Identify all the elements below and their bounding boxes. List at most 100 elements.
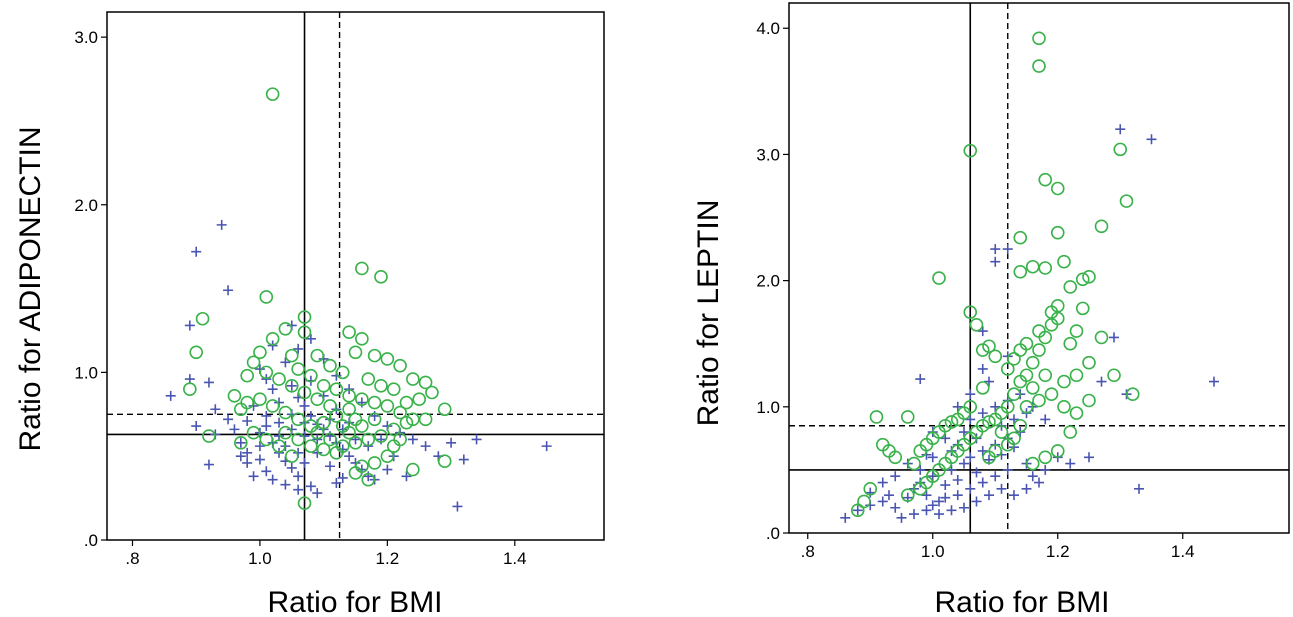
circle-point bbox=[329, 409, 344, 423]
plus-point bbox=[261, 421, 272, 432]
circle-point bbox=[1069, 406, 1084, 420]
circle-point bbox=[1057, 400, 1071, 414]
circle-point bbox=[982, 450, 996, 465]
circle-point bbox=[348, 466, 363, 480]
plus-point bbox=[946, 464, 957, 475]
circle-point bbox=[1032, 59, 1046, 73]
circle-point bbox=[975, 343, 990, 357]
circle-point bbox=[913, 482, 928, 496]
plus-point bbox=[305, 481, 316, 492]
circle-point bbox=[1050, 444, 1065, 458]
circle-point bbox=[342, 425, 356, 440]
y-axis-ticks: .0 1.0 2.0 3.0 bbox=[74, 28, 107, 550]
plus-point bbox=[990, 244, 1001, 255]
circle-point bbox=[323, 358, 337, 373]
circle-point bbox=[355, 332, 369, 346]
plus-point bbox=[965, 414, 976, 425]
y-tick-label: .0 bbox=[766, 524, 780, 543]
plus-point bbox=[971, 496, 982, 507]
circle-point bbox=[1063, 280, 1078, 294]
circle-point bbox=[259, 365, 274, 380]
plus-point bbox=[984, 490, 994, 501]
circle-point bbox=[1013, 374, 1028, 389]
plus-point bbox=[865, 487, 876, 498]
plus-point bbox=[267, 384, 278, 395]
circle-point bbox=[1025, 259, 1040, 274]
plus-point bbox=[940, 492, 951, 503]
circle-point bbox=[963, 305, 978, 319]
plus-point bbox=[927, 500, 938, 511]
circle-point bbox=[291, 432, 305, 447]
y-tick-label: 4.0 bbox=[756, 19, 780, 38]
circle-point bbox=[1000, 362, 1015, 376]
circle-point bbox=[195, 311, 210, 326]
circle-point bbox=[1082, 270, 1096, 284]
plus-point bbox=[184, 320, 195, 331]
circle-point bbox=[412, 392, 427, 407]
circle-point bbox=[932, 271, 946, 285]
plus-point bbox=[254, 454, 265, 465]
plus-point bbox=[350, 434, 361, 445]
adiponectin-scatter-panel: .8 1.0 1.2 1.4 .0 1.0 2.0 3.0 Ratio for BMI Ra… bbox=[14, 11, 605, 617]
circle-point bbox=[994, 425, 1009, 439]
circle-point bbox=[406, 462, 420, 477]
plus-point bbox=[977, 408, 988, 419]
circle-point bbox=[367, 348, 382, 363]
circle-point bbox=[253, 392, 267, 407]
plus-point bbox=[446, 437, 457, 448]
circle-point bbox=[950, 412, 965, 427]
circle-point bbox=[246, 425, 261, 440]
circle-point bbox=[386, 382, 401, 396]
plus-point bbox=[331, 478, 342, 489]
data-points bbox=[840, 31, 1219, 523]
plus-point bbox=[1021, 483, 1032, 494]
plus-point bbox=[1034, 477, 1044, 488]
circle-point bbox=[189, 345, 204, 360]
circle-point bbox=[963, 400, 978, 414]
circle-point bbox=[304, 368, 318, 383]
plus-point bbox=[1040, 414, 1051, 425]
plus-point bbox=[921, 505, 932, 516]
plus-point bbox=[996, 483, 1007, 494]
plus-point bbox=[401, 471, 412, 482]
circle-point bbox=[1063, 336, 1078, 351]
plus-point bbox=[934, 496, 944, 507]
circle-point bbox=[1032, 324, 1046, 338]
plus-point bbox=[203, 377, 214, 388]
circle-point bbox=[304, 419, 318, 433]
plus-point bbox=[952, 475, 963, 485]
circle-point bbox=[907, 456, 921, 471]
circle-point bbox=[367, 412, 382, 427]
plus-point bbox=[293, 343, 304, 354]
circle-point bbox=[380, 352, 395, 366]
x-axis-ticks: .8 1.0 1.2 1.4 bbox=[801, 533, 1195, 561]
circle-point bbox=[246, 355, 261, 370]
circle-point bbox=[857, 494, 871, 509]
x-tick-label: 1.0 bbox=[921, 542, 945, 561]
plus-point bbox=[940, 480, 951, 491]
plus-point bbox=[210, 404, 221, 415]
circle-point bbox=[418, 375, 433, 390]
x-axis-ticks: .8 1.0 1.2 1.4 bbox=[125, 540, 527, 568]
x-tick-label: 1.2 bbox=[1046, 542, 1070, 561]
circle-point bbox=[355, 419, 369, 433]
plus-point bbox=[990, 471, 1001, 482]
x-tick-label: .8 bbox=[125, 549, 139, 568]
plus-point bbox=[242, 415, 253, 426]
circle-point bbox=[323, 399, 337, 413]
circle-point bbox=[323, 432, 337, 447]
plus-point bbox=[915, 464, 926, 475]
plus-point bbox=[940, 433, 951, 444]
plus-point bbox=[877, 477, 888, 488]
plus-point bbox=[382, 464, 393, 475]
plus-point bbox=[305, 333, 316, 344]
circle-point bbox=[284, 378, 299, 393]
circle-point bbox=[1113, 142, 1128, 157]
circle-point bbox=[1013, 343, 1028, 357]
plus-point bbox=[884, 490, 894, 501]
plus-point bbox=[286, 380, 297, 391]
plot-frame bbox=[788, 2, 1290, 534]
circle-point bbox=[863, 482, 878, 496]
plus-point bbox=[934, 509, 944, 520]
plus-point bbox=[1134, 483, 1144, 494]
